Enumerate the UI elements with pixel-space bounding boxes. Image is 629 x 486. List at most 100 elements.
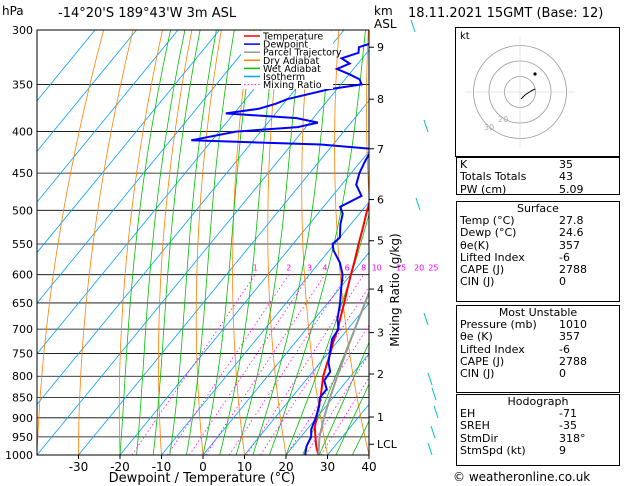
surface-row: CIN (J) 0 (457, 275, 619, 289)
profile-parcel-trajectory (317, 290, 369, 455)
row-label: StmDir (460, 431, 499, 445)
row-value: 357 (559, 330, 580, 344)
row-label: θe(K) (460, 238, 490, 252)
pressure-tick-label: 900 (12, 412, 33, 425)
km-tick-label: 7 (377, 143, 384, 156)
row-label: Lifted Index (460, 342, 525, 356)
asl-label: ASL (374, 17, 397, 31)
row-label: CAPE (J) (460, 354, 505, 368)
row-label: Lifted Index (460, 250, 525, 264)
index-row: K 35 (457, 158, 619, 171)
isotherm-line (202, 251, 369, 455)
row-value: 2788 (559, 354, 587, 368)
profile-lines (191, 42, 369, 455)
row-value: 357 (559, 238, 580, 252)
hodograph-trace (520, 72, 537, 100)
legend-label: Dewpoint (263, 40, 308, 51)
legend-label: Parcel Trajectory (263, 48, 342, 59)
wet-adiabat-line (335, 383, 369, 455)
row-label: CIN (J) (460, 367, 495, 381)
hodograph-row: StmDir 318° (457, 431, 619, 445)
surface-row: Temp (°C) 27.8 (457, 214, 619, 227)
km-tick-label: 4 (377, 283, 384, 296)
legend-label: Wet Adiabat (263, 64, 321, 75)
wet-adiabat-line (219, 30, 277, 455)
row-value: -6 (559, 250, 570, 264)
legend-label: Dry Adiabat (263, 56, 320, 67)
wet-adiabat-line (152, 30, 201, 455)
dry-adiabat-line (195, 30, 222, 455)
mixing-ratio-label: 1 (253, 264, 258, 273)
wet-adiabat-line (186, 30, 235, 455)
pressure-tick-label: 500 (12, 204, 33, 217)
surface-title: Surface (517, 202, 559, 215)
row-label: θe (K) (460, 330, 493, 344)
row-value: 24.6 (559, 226, 584, 240)
surface-row: Lifted Index -6 (457, 250, 619, 264)
mixing-ratio-label: 8 (361, 264, 366, 273)
mixing-ratio-axis-label: Mixing Ratio (g/kg) (388, 233, 402, 346)
temp-tick-label: 40 (361, 460, 376, 474)
km-tick-label: LCL (377, 438, 398, 451)
row-label: CIN (J) (460, 275, 495, 289)
isotherm-line (78, 100, 369, 455)
dry-adiabat-line (78, 30, 134, 455)
row-label: CAPE (J) (460, 263, 505, 277)
surface-box: Surface Temp (°C) 27.8 Dewp (°C) 24.6 θe(K… (456, 201, 620, 302)
mixing-ratio-line (320, 376, 369, 455)
row-value: 0 (559, 367, 566, 381)
wet-adiabat-line (119, 30, 171, 455)
wet-adiabat-line (252, 30, 332, 455)
isotherm-line (119, 150, 369, 455)
km-tick-label: 8 (377, 93, 384, 106)
dry-adiabat-line (365, 30, 369, 202)
profile-dewpoint (191, 42, 369, 455)
dry-adiabat-line (397, 30, 452, 455)
pressure-tick-label: 750 (12, 347, 33, 360)
legend-label: Temperature (262, 32, 323, 43)
dry-adiabat-line (118, 30, 163, 455)
isotherm-line (37, 49, 369, 455)
mixing-ratio-label: 10 (372, 264, 382, 273)
mixing-ratio-label: 6 (345, 264, 350, 273)
copyright: © weatheronline.co.uk (453, 470, 591, 484)
row-label: Temp (°C) (460, 214, 515, 227)
x-axis-label: Dewpoint / Temperature (°C) (109, 471, 296, 486)
temp-tick-label: 10 (237, 460, 252, 474)
pressure-tick-label: 450 (12, 167, 33, 180)
hodograph-ring-label: 20 (498, 115, 508, 124)
surface-row: Dewp (°C) 24.6 (457, 226, 619, 240)
isotherm-line (37, 30, 262, 304)
index-value: 35 (559, 158, 573, 171)
indices-box: K 35 Totals Totals 43 PW (cm) 5.09 (456, 157, 620, 195)
pressure-tick-label: 700 (12, 323, 33, 336)
km-label: km (374, 4, 393, 18)
row-value: 2788 (559, 263, 587, 277)
temp-tick-label: -20 (110, 460, 130, 474)
wind-barb (423, 119, 429, 133)
mixing-ratio-line (189, 274, 310, 455)
km-tick-label: 6 (377, 194, 384, 207)
wind-barb (431, 387, 437, 401)
km-tick-label: 2 (377, 368, 384, 381)
row-value: -35 (559, 419, 577, 433)
row-value: 318° (559, 431, 586, 445)
wind-barb (410, 19, 416, 33)
pressure-tick-label: 400 (12, 126, 33, 139)
background-lines (37, 30, 452, 455)
hodograph-row: EH -71 (457, 407, 619, 420)
dry-adiabat-line (37, 30, 104, 455)
mixing-ratio-label: 4 (322, 264, 327, 273)
index-label: Totals Totals (460, 170, 527, 184)
row-value: 1010 (559, 318, 587, 331)
row-label: EH (460, 407, 476, 420)
mixing-ratio-line (205, 274, 326, 455)
index-value: 5.09 (559, 182, 584, 196)
wet-adiabat-line (318, 341, 369, 455)
location-label: -14°20'S 189°43'W 3m ASL (58, 6, 237, 21)
wind-barb (433, 405, 439, 419)
hodograph-unit: kt (460, 31, 470, 42)
row-label: SREH (460, 419, 490, 433)
pressure-tick-label: 950 (12, 431, 33, 444)
